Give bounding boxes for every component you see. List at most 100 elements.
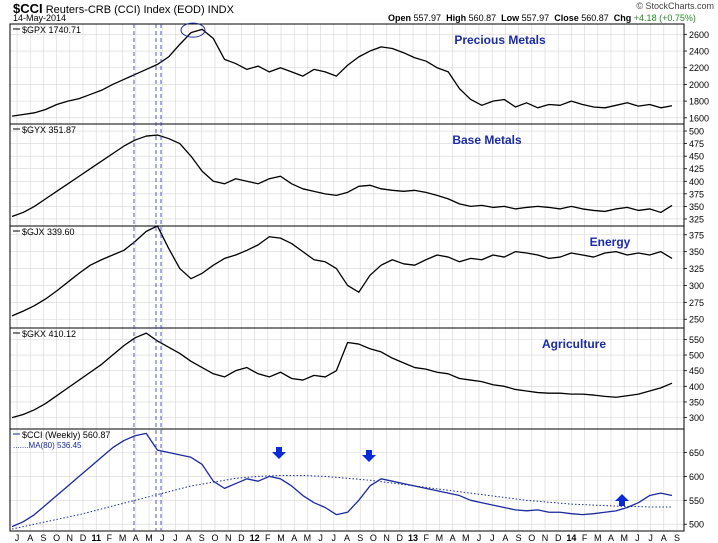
- panel-legend: $GKX 410.12: [22, 329, 76, 339]
- close-value: 560.87: [581, 13, 609, 23]
- x-tick-label: O: [211, 533, 218, 543]
- open-value: 557.97: [413, 13, 442, 23]
- x-tick-label: D: [80, 533, 87, 543]
- x-tick-label: M: [277, 533, 285, 543]
- x-tick-label: A: [27, 533, 33, 543]
- y-tick-label: 1600: [689, 113, 709, 123]
- x-tick-label: M: [304, 533, 312, 543]
- y-tick-label: 325: [689, 214, 704, 224]
- x-tick-label: S: [674, 533, 680, 543]
- price-line: [11, 332, 673, 419]
- y-tick-label: 475: [689, 139, 704, 149]
- panel-legend: $GPX 1740.71: [22, 25, 81, 35]
- x-tick-label: 13: [408, 533, 418, 543]
- open-label: Open: [388, 13, 412, 23]
- x-tick-label: M: [119, 533, 127, 543]
- y-tick-label: 2400: [689, 47, 709, 57]
- panel-title: Base Metals: [452, 133, 522, 147]
- y-tick-label: 425: [689, 164, 704, 174]
- ma80-line: [11, 474, 672, 530]
- x-tick-label: J: [635, 533, 640, 543]
- x-tick-label: A: [291, 533, 297, 543]
- y-tick-label: 400: [689, 177, 704, 187]
- brand-label: © StockCharts.com: [636, 1, 714, 11]
- y-tick-label: 2000: [689, 80, 709, 90]
- x-tick-label: J: [332, 533, 337, 543]
- y-tick-label: 375: [689, 230, 704, 240]
- x-tick-label: A: [661, 533, 667, 543]
- y-tick-label: 250: [689, 315, 704, 325]
- y-tick-label: 500: [689, 520, 704, 530]
- signal-arrow-up: [615, 494, 629, 506]
- x-tick-label: S: [516, 533, 522, 543]
- y-tick-label: 650: [689, 448, 704, 458]
- x-tick-label: D: [397, 533, 404, 543]
- x-tick-label: O: [370, 533, 377, 543]
- chg-value: +4.18 (+0.75%): [633, 13, 696, 23]
- x-tick-label: S: [199, 533, 205, 543]
- x-tick-label: M: [594, 533, 602, 543]
- y-tick-label: 350: [689, 202, 704, 212]
- x-tick-label: F: [423, 533, 429, 543]
- x-tick-label: N: [67, 533, 74, 543]
- x-tick-label: D: [555, 533, 562, 543]
- y-tick-label: 450: [689, 152, 704, 162]
- x-tick-label: 14: [566, 533, 576, 543]
- y-tick-label: 1800: [689, 97, 709, 107]
- x-tick-label: J: [160, 533, 165, 543]
- x-tick-label: A: [450, 533, 456, 543]
- x-tick-label: 11: [91, 533, 101, 543]
- x-tick-label: M: [145, 533, 153, 543]
- signal-arrow-down: [362, 450, 376, 462]
- symbol-description: Reuters-CRB (CCI) Index (EOD) INDX: [45, 4, 234, 16]
- x-tick-label: N: [542, 533, 549, 543]
- high-value: 560.87: [468, 13, 497, 23]
- y-tick-label: 400: [689, 382, 704, 392]
- x-tick-label: N: [383, 533, 390, 543]
- x-tick-label: O: [528, 533, 535, 543]
- x-tick-label: J: [490, 533, 495, 543]
- y-tick-label: 500: [689, 351, 704, 361]
- x-tick-label: S: [357, 533, 363, 543]
- x-tick-label: A: [608, 533, 614, 543]
- y-tick-label: 2200: [689, 63, 709, 73]
- panel-legend: $GYX 351.87: [22, 125, 76, 135]
- y-tick-label: 550: [689, 496, 704, 506]
- low-label: Low: [501, 13, 520, 23]
- peak-highlight-circle: [180, 22, 206, 38]
- price-line: [11, 28, 673, 117]
- panel-title: Agriculture: [542, 337, 606, 351]
- y-tick-label: 600: [689, 472, 704, 482]
- chart-symbol: $CCI Reuters-CRB (CCI) Index (EOD) INDX: [13, 1, 234, 16]
- x-tick-label: J: [318, 533, 323, 543]
- low-value: 557.97: [521, 13, 550, 23]
- panel-title: Precious Metals: [454, 33, 546, 47]
- high-label: High: [446, 13, 467, 23]
- y-tick-label: 350: [689, 247, 704, 257]
- y-tick-label: 500: [689, 127, 704, 137]
- x-tick-label: J: [477, 533, 482, 543]
- x-tick-label: A: [502, 533, 508, 543]
- x-tick-label: F: [107, 533, 113, 543]
- x-tick-label: M: [436, 533, 444, 543]
- y-tick-label: 300: [689, 413, 704, 423]
- y-tick-label: 550: [689, 335, 704, 345]
- x-tick-label: A: [133, 533, 139, 543]
- y-tick-label: 2600: [689, 30, 709, 40]
- quote-bar: Open 557.97 High 560.87 Low 557.97 Close…: [388, 13, 696, 23]
- panel-legend-ma: .......MA(80) 536.45: [13, 441, 82, 450]
- price-line: [11, 134, 673, 218]
- panel-legend: $CCI (Weekly) 560.87: [22, 430, 110, 440]
- chg-label: Chg: [613, 13, 632, 23]
- symbol-label: $CCI: [13, 1, 43, 16]
- x-tick-label: J: [648, 533, 653, 543]
- x-tick-label: N: [225, 533, 232, 543]
- x-tick-label: 12: [250, 533, 260, 543]
- signal-arrow-down: [272, 447, 286, 459]
- panel-frame: [9, 428, 685, 532]
- x-tick-label: S: [40, 533, 46, 543]
- y-tick-label: 450: [689, 366, 704, 376]
- x-tick-label: F: [265, 533, 271, 543]
- x-tick-label: A: [344, 533, 350, 543]
